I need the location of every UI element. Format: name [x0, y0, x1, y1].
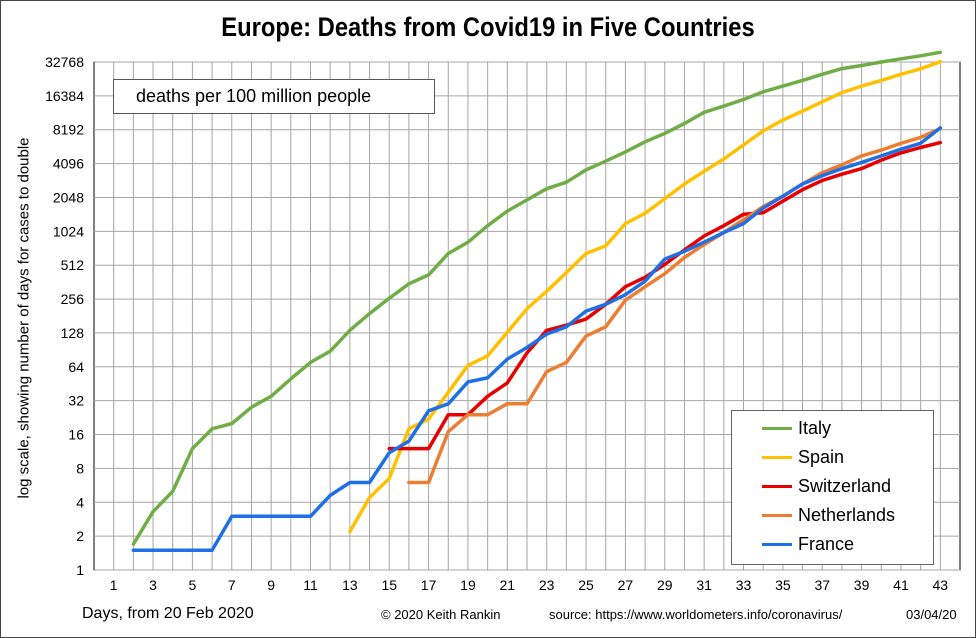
x-tick-label: 7	[228, 577, 236, 593]
legend-item-switzerland: Switzerland	[732, 475, 932, 499]
x-tick-label: 29	[657, 577, 673, 593]
x-tick-label: 19	[460, 577, 476, 593]
y-tick-label: 64	[68, 359, 84, 375]
x-tick-label: 35	[775, 577, 791, 593]
x-tick-label: 1	[110, 577, 118, 593]
x-tick-label: 41	[893, 577, 909, 593]
y-tick-label: 1	[76, 562, 84, 578]
y-tick-label: 8	[76, 460, 84, 476]
legend-swatch	[762, 514, 792, 517]
y-tick-label: 4096	[53, 156, 84, 172]
x-tick-label: 23	[539, 577, 555, 593]
x-tick-label: 3	[149, 577, 157, 593]
legend-swatch	[762, 427, 792, 430]
x-tick-label: 15	[381, 577, 397, 593]
date-text: 03/04/20	[906, 607, 957, 622]
legend-label: Italy	[798, 418, 832, 438]
legend-label: Switzerland	[798, 476, 892, 496]
x-tick-label: 9	[267, 577, 275, 593]
legend-item-spain: Spain	[732, 446, 932, 470]
y-tick-label: 2	[76, 528, 84, 544]
copyright-text: © 2020 Keith Rankin	[381, 607, 501, 622]
x-tick-label: 25	[578, 577, 594, 593]
annotation-box: deaths per 100 million people	[113, 79, 435, 114]
legend: Italy Spain Switzerland Netherlands Fran…	[731, 410, 934, 565]
x-tick-label: 27	[618, 577, 634, 593]
tick-labels: 1 2 4 8 16 32 64 128 256 512 1024 2048 4096 8192 16384…	[45, 54, 948, 593]
y-tick-label: 128	[61, 325, 85, 341]
x-tick-label: 5	[189, 577, 197, 593]
x-tick-label: 13	[342, 577, 358, 593]
legend-swatch	[762, 485, 792, 488]
y-tick-label: 16	[68, 427, 84, 443]
legend-swatch	[762, 543, 792, 546]
x-axis-label: Days, from 20 Feb 2020	[82, 605, 254, 622]
y-tick-label: 32	[68, 393, 84, 409]
source-text: source: https://www.worldometers.info/co…	[549, 607, 843, 622]
x-tick-label: 33	[736, 577, 752, 593]
y-tick-label: 512	[61, 257, 85, 273]
x-tick-label: 21	[500, 577, 516, 593]
y-tick-label: 4	[76, 494, 84, 510]
y-axis-label: log scale, showing number of days for ca…	[15, 137, 33, 499]
x-tick-label: 43	[933, 577, 949, 593]
x-tick-label: 39	[854, 577, 870, 593]
chart-title: Europe: Deaths from Covid19 in Five Coun…	[221, 12, 755, 42]
legend-label: Spain	[798, 447, 845, 467]
series-line-switzerland	[387, 140, 943, 451]
series-lines	[131, 50, 943, 552]
x-tick-label: 31	[696, 577, 712, 593]
y-tick-label: 32768	[45, 54, 84, 70]
legend-label: Netherlands	[798, 505, 896, 525]
legend-item-france: France	[732, 533, 932, 557]
y-tick-label: 8192	[53, 122, 84, 138]
annotation-text: deaths per 100 million people	[136, 86, 372, 106]
legend-item-italy: Italy	[732, 417, 932, 441]
series-line-italy	[131, 50, 943, 546]
y-tick-label: 256	[61, 291, 85, 307]
x-tick-label: 11	[303, 577, 318, 593]
series-line-netherlands	[407, 126, 943, 485]
legend-label: France	[798, 534, 855, 554]
legend-item-netherlands: Netherlands	[732, 504, 932, 528]
series-line-france	[131, 126, 943, 552]
x-tick-label: 37	[814, 577, 830, 593]
y-tick-label: 16384	[45, 88, 84, 104]
series-line-spain	[348, 59, 943, 534]
legend-swatch	[762, 456, 792, 459]
y-tick-label: 1024	[53, 223, 84, 239]
y-tick-label: 2048	[53, 189, 84, 205]
x-tick-label: 17	[421, 577, 437, 593]
